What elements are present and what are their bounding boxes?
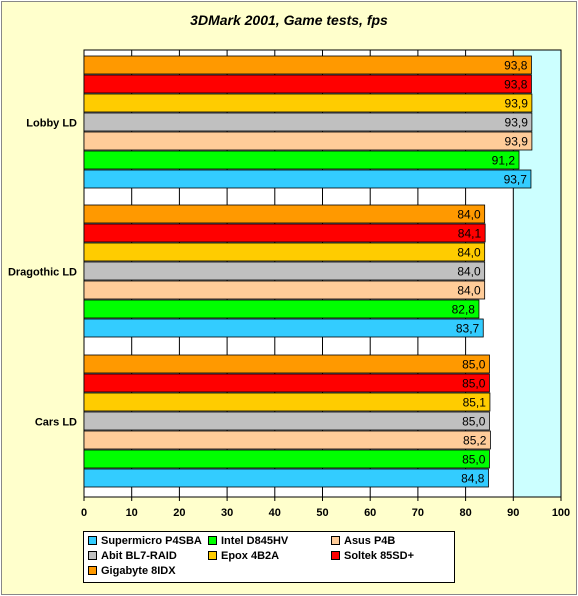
data-label: 91,2 [492,154,516,168]
bar [83,280,486,300]
legend-label: Asus P4B [344,535,396,547]
x-tick-label: 10 [126,507,138,519]
legend-item: Supermicro P4SBA [88,535,202,547]
bar [83,55,532,75]
data-label: 82,8 [452,303,476,317]
bar [83,299,480,319]
x-tick-label: 90 [507,507,519,519]
bar [83,373,490,393]
category-label: Dragothic LD [8,267,77,279]
bar [83,169,532,189]
x-tick-label: 20 [173,507,185,519]
x-tick-label: 50 [316,507,328,519]
x-tick-label: 30 [221,507,233,519]
data-label: 84,0 [457,265,481,279]
legend-item: Epox 4B2A [208,550,279,562]
data-label: 93,8 [504,59,528,73]
bar [83,242,486,262]
bar [83,204,486,224]
bar [83,261,486,281]
data-label: 85,0 [462,415,486,429]
legend-item: Abit BL7-RAID [88,550,177,562]
bar [83,93,533,113]
legend-swatch [331,550,340,560]
bar [83,354,490,374]
data-label: 93,7 [504,173,528,187]
data-label: 84,0 [457,246,481,260]
legend-label: Intel D845HV [221,535,289,547]
x-tick-label: 60 [364,507,376,519]
legend: Supermicro P4SBA Intel D845HV Asus P4B Abit… [83,531,455,583]
category-label: Lobby LD [26,118,77,130]
data-label: 85,0 [462,358,486,372]
bar [83,112,533,132]
data-label: 85,0 [462,377,486,391]
x-tick-label: 0 [81,507,87,519]
bar [83,411,490,431]
legend-swatch [208,550,217,560]
data-label: 93,8 [504,78,528,92]
legend-label: Epox 4B2A [221,550,280,562]
bar [83,318,484,338]
category-label: Cars LD [35,417,77,429]
x-tick-label: 70 [412,507,424,519]
x-tick-label: 40 [269,507,281,519]
data-label: 93,9 [505,135,529,149]
data-label: 83,7 [456,322,480,336]
data-label: 85,1 [463,396,487,410]
x-tick-label: 100 [552,507,570,519]
x-tick-label: 80 [459,507,471,519]
legend-swatch [88,565,97,575]
bar [83,392,491,412]
bar [83,449,490,469]
data-label: 93,9 [505,97,529,111]
bar [83,131,533,151]
bar [83,223,486,243]
legend-swatch [208,535,217,545]
legend-label: Soltek 85SD+ [344,550,415,562]
legend-swatch [331,535,340,545]
legend-item: Asus P4B [331,535,395,547]
data-label: 84,0 [457,284,481,298]
data-label: 84,1 [458,227,482,241]
data-label: 84,8 [461,472,485,486]
data-label: 93,9 [505,116,529,130]
legend-item: Gigabyte 8IDX [88,565,176,577]
bar [83,430,491,450]
data-label: 85,2 [463,434,487,448]
legend-swatch [88,550,97,560]
legend-item: Intel D845HV [208,535,288,547]
bar [83,74,532,94]
data-label: 85,0 [462,453,486,467]
chart-title: 3DMark 2001, Game tests, fps [190,12,388,28]
legend-label: Supermicro P4SBA [101,535,202,547]
legend-label: Gigabyte 8IDX [101,565,176,577]
legend-swatch [88,535,97,545]
legend-item: Soltek 85SD+ [331,550,414,562]
bar [83,150,520,170]
legend-label: Abit BL7-RAID [101,550,177,562]
data-label: 84,0 [457,208,481,222]
bar [83,468,489,488]
